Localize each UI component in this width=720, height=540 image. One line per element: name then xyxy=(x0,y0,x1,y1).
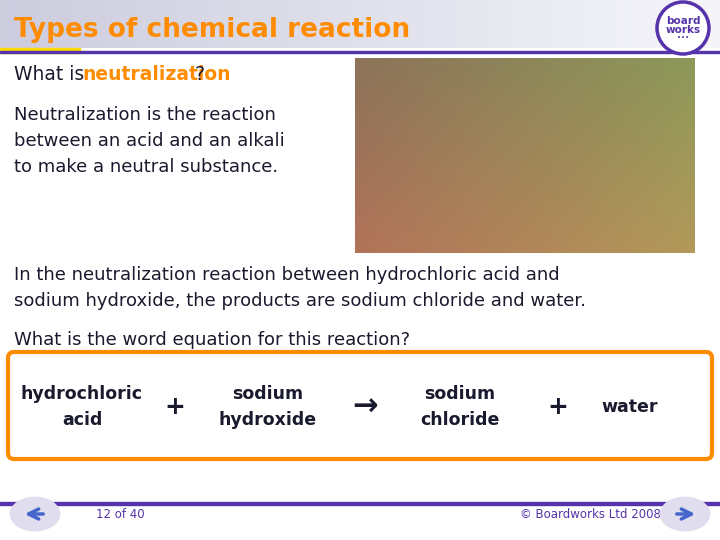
Text: neutralization: neutralization xyxy=(82,65,230,84)
Text: What is: What is xyxy=(14,65,90,84)
Ellipse shape xyxy=(11,498,59,530)
FancyBboxPatch shape xyxy=(8,352,712,459)
Text: In the neutralization reaction between hydrochloric acid and: In the neutralization reaction between h… xyxy=(14,266,559,284)
Text: chloride: chloride xyxy=(420,411,500,429)
Text: board: board xyxy=(666,16,701,26)
Bar xyxy=(0,502,720,504)
Text: ?: ? xyxy=(195,65,205,84)
Bar xyxy=(0,51,720,52)
Text: →: → xyxy=(352,393,378,422)
Text: What is the word equation for this reaction?: What is the word equation for this react… xyxy=(14,331,410,349)
Bar xyxy=(0,53,720,483)
Text: acid: acid xyxy=(62,411,102,429)
Text: •••: ••• xyxy=(677,35,689,41)
Text: to make a neutral substance.: to make a neutral substance. xyxy=(14,158,278,176)
Ellipse shape xyxy=(661,498,709,530)
Text: sodium: sodium xyxy=(424,385,495,403)
Text: © Boardworks Ltd 2008: © Boardworks Ltd 2008 xyxy=(520,509,660,522)
Text: Neutralization is the reaction: Neutralization is the reaction xyxy=(14,106,276,124)
Text: 12 of 40: 12 of 40 xyxy=(96,509,144,522)
Text: +: + xyxy=(548,395,568,419)
Text: +: + xyxy=(165,395,186,419)
Text: hydroxide: hydroxide xyxy=(219,411,317,429)
Bar xyxy=(355,58,695,253)
Bar xyxy=(0,48,80,53)
Bar xyxy=(0,483,720,540)
Text: hydrochloric: hydrochloric xyxy=(21,385,143,403)
Text: Types of chemical reaction: Types of chemical reaction xyxy=(14,17,410,43)
Text: between an acid and an alkali: between an acid and an alkali xyxy=(14,132,284,150)
Circle shape xyxy=(657,2,709,54)
Text: sodium: sodium xyxy=(233,385,304,403)
Text: works: works xyxy=(665,25,701,35)
Text: water: water xyxy=(602,398,658,416)
Text: sodium hydroxide, the products are sodium chloride and water.: sodium hydroxide, the products are sodiu… xyxy=(14,292,586,310)
